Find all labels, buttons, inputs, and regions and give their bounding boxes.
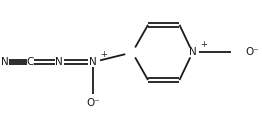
Text: O⁻: O⁻ <box>245 47 259 57</box>
Text: O⁻: O⁻ <box>86 98 100 108</box>
Text: +: + <box>200 40 207 49</box>
Text: N: N <box>89 57 97 67</box>
Text: N: N <box>1 57 9 67</box>
Text: N: N <box>55 57 63 67</box>
Text: +: + <box>100 50 107 59</box>
Text: N: N <box>189 47 196 57</box>
Text: C: C <box>26 57 34 67</box>
